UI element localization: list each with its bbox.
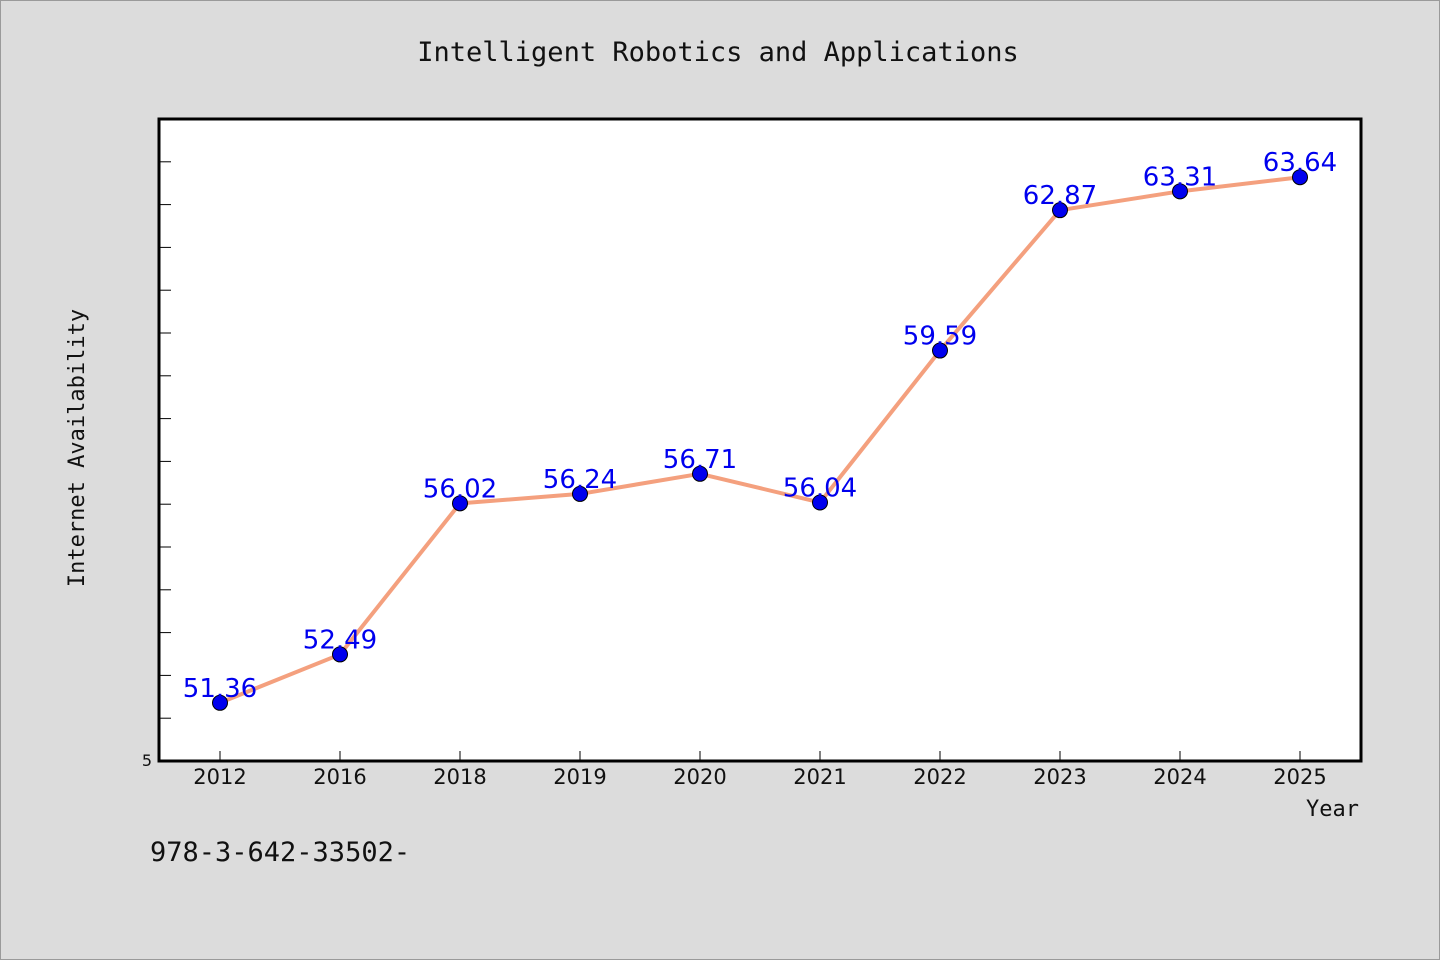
- data-labels: 51.36 52.49 56.02 56.24 56.71 56.04 59.59 62.87…: [183, 148, 1337, 704]
- x-axis-ticks: 2012 2016 2018 2019 2020 2021 2022 2023 2024 2025: [193, 751, 1327, 789]
- x-tick-label: 2012: [193, 765, 246, 789]
- x-tick-label: 2018: [433, 765, 486, 789]
- data-point: [212, 694, 228, 711]
- x-tick-label: 2024: [1153, 765, 1206, 789]
- data-label: 56.02: [423, 474, 497, 504]
- x-tick-label: 2016: [313, 765, 366, 789]
- data-label: 56.04: [783, 473, 857, 503]
- y-axis-ticks: [159, 161, 171, 762]
- x-tick-label: 2021: [793, 765, 846, 789]
- data-point: [572, 485, 588, 502]
- plot-area: [157, 117, 1363, 763]
- x-tick-label: 2023: [1033, 765, 1086, 789]
- x-tick-label: 2020: [673, 765, 726, 789]
- data-point: [1172, 183, 1188, 200]
- data-point: [332, 646, 348, 663]
- y-tick-label: 5: [142, 751, 152, 770]
- data-point: [692, 465, 708, 482]
- data-label: 63.64: [1263, 148, 1337, 178]
- data-label: 56.24: [543, 465, 617, 495]
- chart-title: Intelligent Robotics and Applications: [417, 37, 1018, 68]
- data-point: [1052, 202, 1068, 219]
- data-label: 56.71: [663, 445, 737, 475]
- data-markers: [212, 169, 1308, 711]
- x-tick-label: 2025: [1273, 765, 1326, 789]
- series-line: [219, 175, 1301, 705]
- x-tick-label: 2019: [553, 765, 606, 789]
- data-point: [452, 495, 468, 512]
- footer-text: 978-3-642-33502-: [150, 837, 410, 868]
- data-point: [1292, 169, 1308, 186]
- data-point: [812, 494, 828, 511]
- y-axis-label: Internet Availability: [65, 309, 90, 587]
- x-axis-label: Year: [1306, 797, 1359, 822]
- data-label: 63.31: [1143, 162, 1217, 192]
- data-label: 59.59: [903, 322, 977, 352]
- data-point: [932, 342, 948, 359]
- data-label: 51.36: [183, 674, 257, 704]
- data-label: 62.87: [1023, 181, 1097, 211]
- data-label: 52.49: [303, 625, 377, 655]
- x-tick-label: 2022: [913, 765, 966, 789]
